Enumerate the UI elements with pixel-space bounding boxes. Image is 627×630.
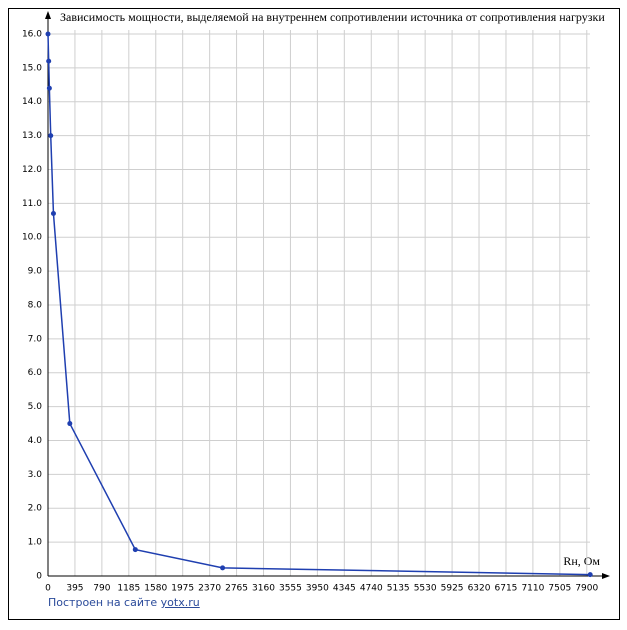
y-tick-label: 10.0 [22,233,42,243]
x-tick-label: 790 [93,584,110,594]
x-axis-label: Rн, Ом [563,554,600,568]
x-tick-label: 7505 [548,584,571,594]
x-axis-arrow [602,573,610,579]
y-tick-label: 9.0 [28,267,43,277]
y-tick-label: 13.0 [22,131,42,141]
y-tick-label: 8.0 [28,300,43,310]
x-tick-label: 5530 [414,584,437,594]
data-point [48,133,54,139]
x-tick-label: 2370 [198,584,221,594]
x-tick-label: 4740 [360,584,383,594]
x-tick-label: 2765 [225,584,248,594]
footer: Построен на сайте yotx.ru [48,596,200,609]
data-point [45,31,51,37]
y-axis-arrow [45,11,51,19]
y-tick-label: 15.0 [22,63,42,73]
x-tick-label: 3160 [252,584,275,594]
series-line [47,33,591,576]
data-point [220,565,226,571]
footer-text: Построен на сайте [48,596,158,609]
footer-link[interactable]: yotx.ru [160,596,200,609]
y-tick-label: 12.0 [22,165,42,175]
frame [8,8,620,620]
y-tick-label: 2.0 [28,504,43,514]
x-tick-label: 1975 [171,584,194,594]
y-tick-label: 3.0 [28,470,43,480]
chart-title: Зависимость мощности, выделяемой на внут… [60,10,605,24]
x-tick-label: 5925 [441,584,464,594]
x-tick-label: 3555 [279,584,302,594]
data-point [132,547,138,553]
x-tick-label: 0 [45,584,51,594]
data-point [50,211,56,217]
y-tick-label: 0 [36,572,42,582]
y-tick-label: 7.0 [28,334,43,344]
data-point [46,58,52,64]
y-tick-label: 5.0 [28,402,43,412]
data-point [587,572,593,578]
y-tick-label: 4.0 [28,436,43,446]
y-tick-label: 16.0 [22,29,42,39]
x-tick-label: 7110 [521,584,544,594]
x-tick-label: 395 [66,584,83,594]
x-tick-label: 1580 [144,584,167,594]
x-tick-label: 5135 [387,584,410,594]
x-tick-label: 4345 [333,584,356,594]
x-tick-label: 1185 [117,584,140,594]
y-tick-label: 6.0 [28,368,43,378]
y-tick-label: 14.0 [22,97,42,107]
x-tick-label: 7900 [575,584,598,594]
data-point [67,421,73,427]
x-tick-label: 6320 [468,584,491,594]
x-tick-label: 6715 [495,584,518,594]
y-tick-label: 1.0 [28,538,43,548]
data-point [46,85,52,91]
y-tick-label: 11.0 [22,199,42,209]
x-tick-label: 3950 [306,584,329,594]
